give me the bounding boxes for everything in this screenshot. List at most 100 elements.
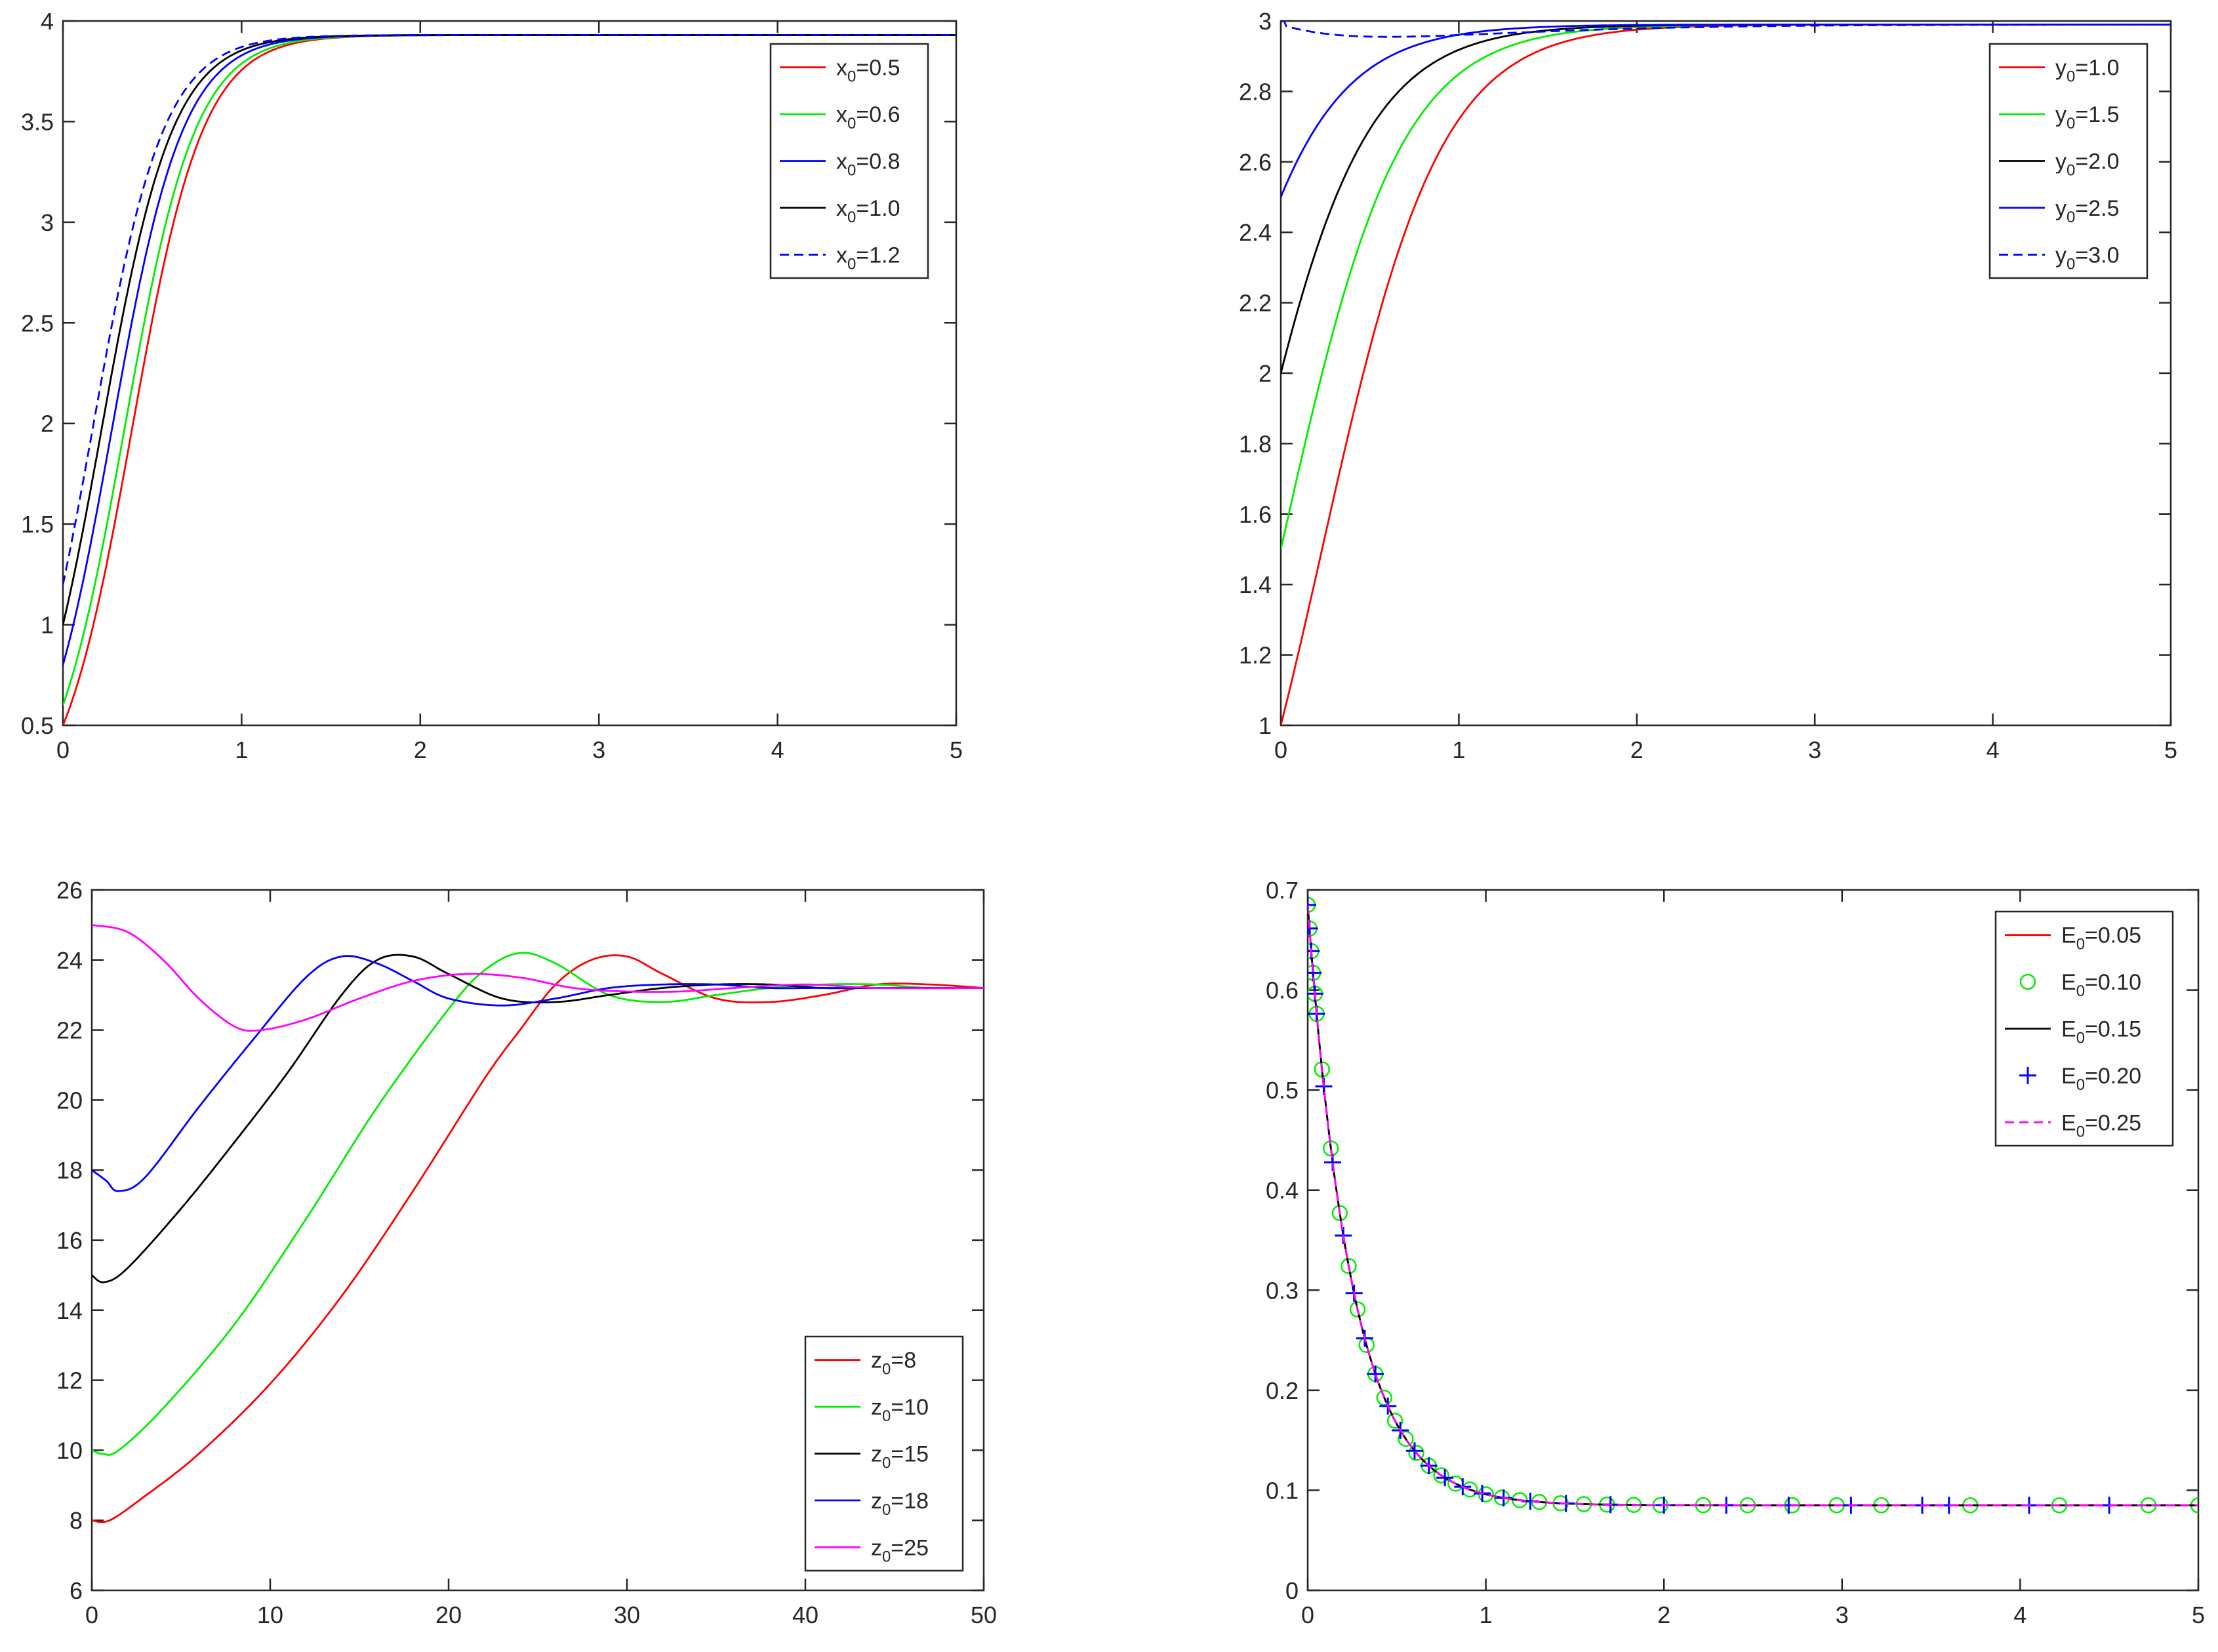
chart-x-ytick-label: 0.5 [21, 712, 54, 739]
chart-y-xtick-label: 3 [1808, 736, 1821, 763]
chart-x-ytick-label: 3.5 [21, 108, 54, 135]
chart-y-ytick-label: 1 [1259, 712, 1272, 739]
legend-marker-circle [2019, 973, 2036, 990]
chart-y-legend-label: y0=1.0 [2055, 56, 2119, 86]
chart-z-ytick-label: 24 [56, 947, 83, 974]
chart-z-ytick-label: 22 [56, 1017, 83, 1044]
chart-z-legend-entry: z0=18 [815, 1489, 929, 1519]
chart-x-series-line-1.2 [63, 34, 956, 585]
chart-z-xtick-label: 0 [85, 1602, 98, 1628]
chart-y-legend-label: y0=2.0 [2055, 150, 2119, 180]
chart-E-plot-area [1308, 896, 2198, 1514]
chart-E-legend-label: E0=0.10 [2061, 970, 2141, 1000]
chart-z-legend-label: z0=18 [871, 1489, 929, 1519]
chart-z-series-line-15 [92, 954, 984, 1283]
chart-y-series-line-3.0 [1281, 21, 2171, 38]
chart-x-legend-label: x0=0.5 [836, 56, 900, 86]
chart-z-legend-label: z0=10 [871, 1395, 929, 1425]
chart-x-panel: 0 1 2 3 4 5 0.5 1 1.5 2 2.5 3 3.5 4 x0=0.5 x0=0.6 x0=0.8… [21, 8, 963, 763]
chart-z-ytick-label: 18 [56, 1157, 83, 1184]
chart-z-legend-entry: z0=10 [815, 1395, 929, 1425]
chart-z-ytick-label: 12 [56, 1367, 83, 1394]
chart-z-legend-label: z0=15 [871, 1442, 929, 1472]
chart-y-ytick-label: 1.4 [1239, 571, 1272, 598]
chart-z-ytick-label: 16 [56, 1227, 83, 1254]
chart-y-ytick-label: 1.8 [1239, 430, 1272, 457]
chart-z-legend-entry: z0=15 [815, 1442, 929, 1472]
chart-x-legend-label: x0=1.0 [836, 196, 900, 226]
chart-y-xtick-label: 2 [1630, 736, 1643, 763]
chart-y-legend-entry: y0=3.0 [1999, 243, 2119, 273]
chart-y-ytick-label: 2.2 [1239, 290, 1272, 317]
chart-x-xtick-label: 4 [771, 736, 784, 763]
chart-x-ytick-label: 3 [41, 209, 54, 236]
chart-x-ytick-label: 1 [41, 612, 54, 639]
chart-y-ytick-label: 2.6 [1239, 149, 1272, 176]
chart-E-legend-box [1994, 910, 2174, 1147]
chart-x-xtick-label: 2 [414, 736, 427, 763]
chart-y-ytick-label: 2.4 [1239, 219, 1272, 246]
chart-z-legend: z0=8 z0=10 z0=15 z0=18 z0=25 [804, 1335, 964, 1572]
chart-x-legend-entry: x0=1.0 [780, 196, 900, 226]
chart-z-ytick-label: 10 [56, 1437, 83, 1464]
chart-y-legend-entry: y0=2.0 [1999, 150, 2119, 180]
legend-marker-plus [2019, 1066, 2036, 1084]
chart-E-ytick-label: 0 [1285, 1577, 1299, 1604]
chart-E-xtick-label: 2 [1657, 1602, 1670, 1628]
chart-y-ytick-label: 2 [1259, 360, 1272, 387]
chart-E-legend-entry: E0=0.25 [2005, 1110, 2141, 1140]
chart-E-marker-circle [1331, 1205, 1348, 1221]
chart-E-xtick-label: 0 [1301, 1602, 1314, 1628]
chart-E-legend-label: E0=0.05 [2061, 923, 2141, 954]
chart-y-xtick-label: 1 [1452, 736, 1465, 763]
chart-E-marker-circle [1408, 1445, 1424, 1461]
chart-E-legend-entry: E0=0.20 [2019, 1064, 2141, 1094]
chart-E-panel: 0 1 2 3 4 500.10.20.30.40.50.60.7E0=0.05E0=0.… [1266, 877, 2205, 1628]
chart-y-xtick-label: 0 [1274, 736, 1287, 763]
chart-z-legend-label: z0=8 [871, 1348, 916, 1379]
chart-z-panel: 0 10 20 30 40 50 6 8 10 12 14 16 18 20 22 24 26 z0=8 z0=10… [56, 877, 997, 1628]
chart-z-xtick-label: 30 [614, 1602, 640, 1628]
chart-y-legend-entry: y0=1.5 [1999, 102, 2119, 132]
chart-x-ytick-label: 2 [41, 411, 54, 437]
chart-x-legend-entry: x0=0.8 [780, 150, 900, 180]
chart-E-marker-circle [1376, 1390, 1393, 1406]
chart-z-series-line-25 [92, 924, 984, 1032]
chart-z-ytick-label: 6 [70, 1577, 83, 1604]
chart-y-legend-label: y0=2.5 [2055, 196, 2119, 226]
chart-z-ytick-label: 26 [56, 877, 83, 904]
chart-x-legend-label: x0=0.8 [836, 150, 900, 180]
chart-y-legend-entry: y0=2.5 [1999, 196, 2119, 226]
chart-E-ytick-label: 0.1 [1266, 1477, 1299, 1504]
chart-E-marker-circle [1341, 1258, 1357, 1274]
chart-E-ytick-label: 0.7 [1266, 877, 1299, 904]
chart-E-marker-circle [1398, 1430, 1414, 1447]
chart-E-series-line-0.25 [1308, 904, 2198, 1506]
chart-y-ytick-label: 3 [1259, 8, 1272, 35]
chart-z-legend-label: z0=25 [871, 1535, 929, 1565]
chart-E-legend-label: E0=0.20 [2061, 1064, 2141, 1094]
chart-z-legend-entry: z0=25 [815, 1535, 929, 1565]
chart-x-plot-area [63, 34, 956, 725]
chart-E-marker-plus [1405, 1442, 1423, 1460]
chart-E-marker-plus [1308, 896, 1316, 914]
chart-y-legend-label: y0=3.0 [2055, 243, 2119, 273]
chart-y-xtick-label: 4 [1986, 736, 2000, 763]
chart-y-legend-entry: y0=1.0 [1999, 56, 2119, 86]
chart-z-plot-area [92, 924, 984, 1523]
chart-y-legend-label: y0=1.5 [2055, 102, 2119, 132]
chart-x-legend-entry: x0=0.5 [780, 56, 900, 86]
chart-x-xtick-label: 1 [235, 736, 248, 763]
chart-E-legend-label: E0=0.25 [2061, 1110, 2141, 1140]
chart-y-legend: y0=1.0 y0=1.5 y0=2.0 y0=2.5 y0=3.0 [1988, 43, 2148, 279]
chart-E-ytick-label: 0.2 [1266, 1377, 1299, 1404]
chart-E-xtick-label: 5 [2192, 1602, 2205, 1628]
chart-x-ytick-label: 1.5 [21, 511, 54, 538]
chart-x-legend-entry: x0=1.2 [780, 243, 900, 273]
chart-E-marker-circle [1349, 1301, 1366, 1318]
chart-y-series-line-2.5 [1281, 24, 2171, 198]
chart-z-legend-entry: z0=8 [815, 1348, 916, 1379]
chart-E-xtick-label: 1 [1480, 1602, 1493, 1628]
chart-z-xtick-label: 10 [257, 1602, 283, 1628]
chart-x-ytick-label: 2.5 [21, 310, 54, 336]
